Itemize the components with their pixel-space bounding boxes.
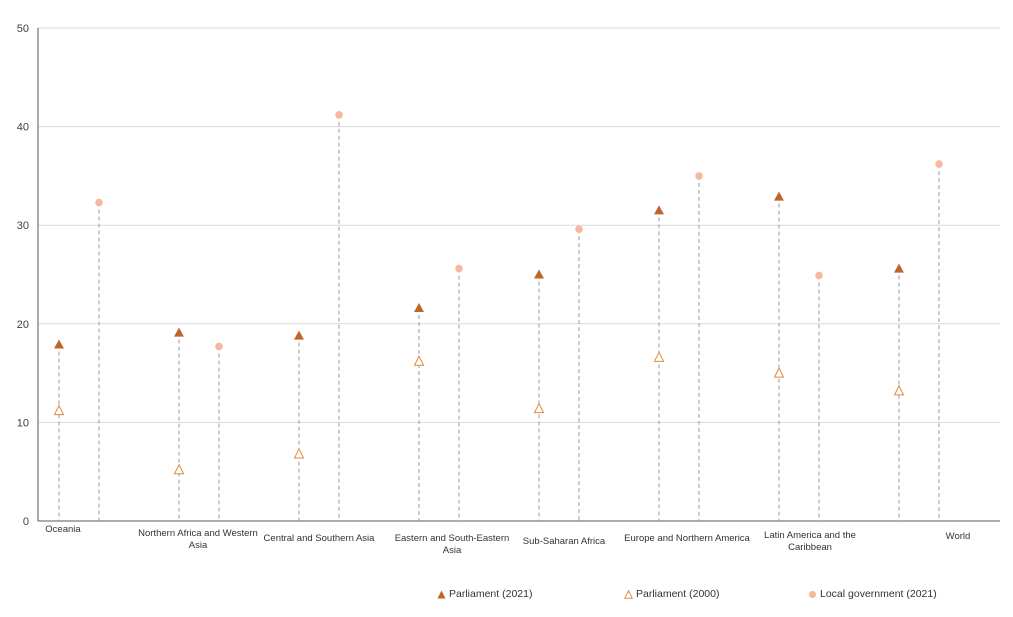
x-category-label: World: [945, 531, 971, 542]
data-point-parliament-2000: [773, 366, 785, 378]
data-point-parliament-2021: [294, 330, 304, 340]
circle-icon: [808, 590, 817, 598]
data-point-local-government-2021: [455, 264, 463, 273]
data-point-local-government-2021: [935, 160, 943, 168]
filled-triangle-icon: [437, 590, 446, 598]
data-point-parliament-2021: [654, 205, 664, 215]
data-point-parliament-2000: [173, 463, 185, 475]
data-point-local-government-2021: [215, 342, 223, 351]
x-category-label: Northern Africa and Western Asia: [138, 528, 258, 551]
data-point-local-government-2021: [815, 271, 823, 280]
data-point-parliament-2021: [774, 191, 784, 201]
data-point-parliament-2021: [414, 303, 424, 313]
data-point-parliament-2000: [413, 355, 425, 366]
data-point-parliament-2000: [533, 402, 545, 414]
data-point-parliament-2021: [534, 269, 544, 279]
x-category-label: Sub-Saharan Africa: [522, 536, 606, 547]
legend-label: Parliament (2000): [636, 588, 720, 600]
data-point-parliament-2021: [54, 339, 64, 349]
data-point-parliament-2000: [893, 384, 905, 396]
data-point-parliament-2000: [653, 351, 665, 362]
y-tick-label: 50: [17, 23, 29, 35]
y-tick-label: 30: [17, 220, 29, 232]
x-category-label: Central and Southern Asia: [263, 533, 375, 544]
data-point-local-government-2021: [335, 110, 343, 119]
x-category-label: Eastern and South-Eastern Asia: [394, 533, 510, 556]
legend-label: Parliament (2021): [449, 588, 533, 600]
data-point-parliament-2021: [174, 327, 184, 337]
y-tick-label: 20: [17, 319, 29, 331]
y-tick-label: 0: [23, 516, 29, 528]
x-category-label: Oceania: [45, 524, 81, 535]
x-category-label: Europe and Northern America: [624, 533, 750, 544]
data-point-parliament-2000: [53, 404, 65, 416]
y-tick-label: 10: [17, 417, 29, 429]
hollow-triangle-icon: [624, 589, 633, 599]
data-point-parliament-2021: [894, 263, 904, 273]
data-point-local-government-2021: [575, 225, 583, 233]
data-point-local-government-2021: [95, 198, 103, 207]
x-category-label: Latin America and the Caribbean: [764, 530, 856, 553]
data-point-parliament-2000: [293, 447, 305, 459]
legend-item-local-government-2021: Local government (2021): [808, 588, 937, 600]
data-point-local-government-2021: [695, 172, 703, 180]
legend-label: Local government (2021): [820, 588, 937, 600]
legend-item-parliament-2021: Parliament (2021): [437, 588, 532, 600]
legend-item-parliament-2000: Parliament (2000): [624, 588, 719, 600]
y-tick-label: 40: [17, 122, 29, 134]
